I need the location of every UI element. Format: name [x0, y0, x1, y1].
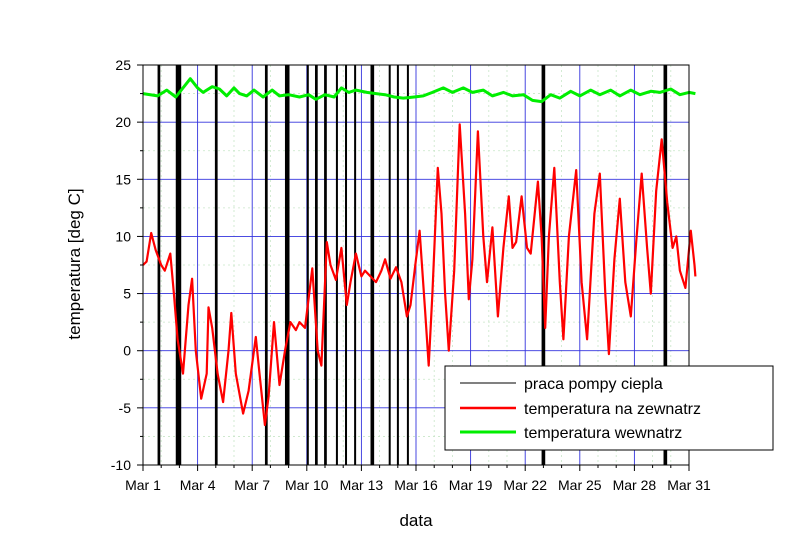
- pump-operation-bar: [335, 65, 338, 465]
- legend-label-outside: temperatura na zewnatrz: [524, 401, 701, 418]
- tick-labels: Mar 1 Mar 4 Mar 7 Mar 10 Mar 13 Mar 16 Mar 19 M…: [111, 57, 711, 493]
- pump-operation-bar: [663, 65, 668, 465]
- x-tick-label: Mar 28: [613, 477, 657, 493]
- pump-operation-bar: [264, 65, 268, 465]
- pump-operation-bar: [345, 65, 348, 465]
- x-tick-label: Mar 10: [285, 477, 329, 493]
- y-tick-label: 20: [115, 114, 131, 130]
- pump-operation-bar: [388, 65, 391, 465]
- x-tick-label: Mar 16: [394, 477, 438, 493]
- legend: praca pompy ciepla temperatura na zewnat…: [444, 365, 774, 451]
- y-tick-label: 15: [115, 171, 131, 187]
- x-axis-title: data: [399, 511, 433, 530]
- y-tick-label: 5: [123, 286, 131, 302]
- pump-operation-bar: [284, 65, 290, 465]
- series-lines: [142, 77, 697, 427]
- pump-operation-bar: [396, 65, 399, 465]
- legend-label-inside: temperatura wewnatrz: [524, 425, 682, 442]
- x-tick-label: Mar 13: [340, 477, 384, 493]
- x-tick-label: Mar 1: [125, 477, 161, 493]
- pump-operation-bar: [314, 65, 318, 465]
- x-tick-label: Mar 19: [449, 477, 493, 493]
- pump-operation-bar: [306, 65, 309, 465]
- y-tick-label: -10: [111, 457, 131, 473]
- pump-operation-bar: [175, 65, 182, 465]
- pump-operation-bar: [354, 65, 357, 465]
- legend-label-pump: praca pompy ciepla: [524, 376, 663, 393]
- x-tick-label: Mar 4: [180, 477, 216, 493]
- x-tick-label: Mar 22: [503, 477, 547, 493]
- y-tick-label: 10: [115, 228, 131, 244]
- axes: [137, 64, 690, 471]
- y-tick-label: 25: [115, 57, 131, 73]
- pump-operation-bar: [406, 65, 409, 465]
- y-axis-title: temperatura [deg C]: [65, 188, 84, 339]
- x-tick-label: Mar 25: [558, 477, 602, 493]
- pump-operation-bar: [157, 65, 161, 465]
- series-line-inside-temperature: [142, 77, 696, 104]
- pump-operation-bar: [214, 65, 218, 465]
- y-tick-label: 0: [123, 343, 131, 359]
- x-tick-label: Mar 7: [234, 477, 270, 493]
- pump-operation-bar: [370, 65, 375, 465]
- x-tick-label: Mar 31: [667, 477, 711, 493]
- y-tick-label: -5: [119, 400, 132, 416]
- series-line-outside-temperature: [142, 123, 697, 427]
